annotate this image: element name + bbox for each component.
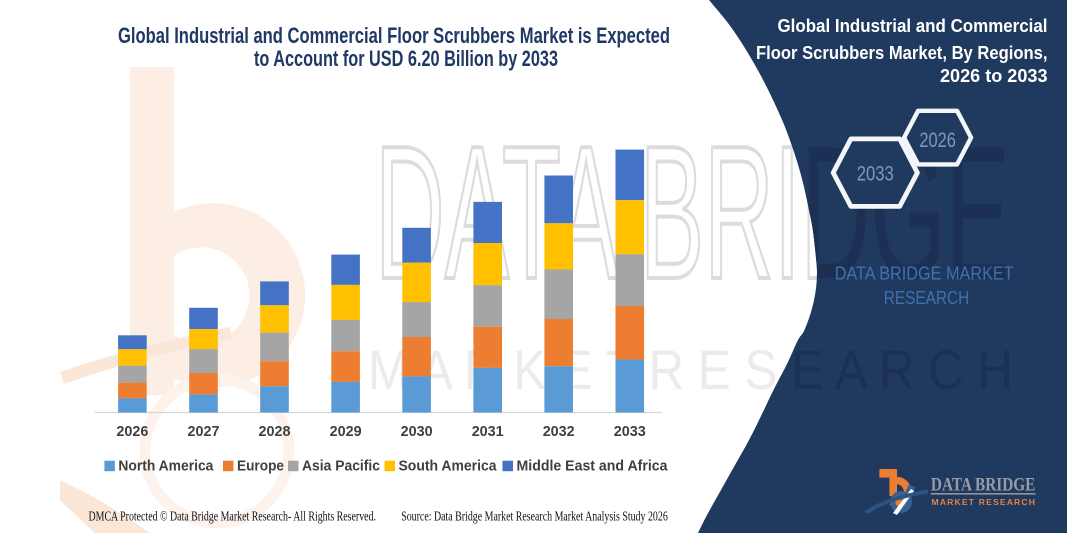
svg-text:DATA BRIDGE MARKET: DATA BRIDGE MARKET [835, 263, 1014, 284]
svg-text:Floor Scrubbers Market, By Reg: Floor Scrubbers Market, By Regions, [756, 42, 1048, 63]
svg-text:Asia Pacific: Asia Pacific [302, 459, 380, 475]
svg-text:Europe: Europe [237, 459, 284, 475]
svg-text:2030: 2030 [401, 423, 433, 440]
svg-text:Global Industrial and Commerci: Global Industrial and Commercial [778, 15, 1048, 36]
svg-text:South America: South America [399, 459, 498, 475]
svg-text:2031: 2031 [472, 423, 504, 440]
svg-text:2029: 2029 [330, 423, 362, 440]
svg-text:2026: 2026 [919, 128, 956, 152]
svg-text:North America: North America [118, 459, 214, 475]
svg-text:2026 to 2033: 2026 to 2033 [940, 65, 1048, 86]
svg-text:DMCA Protected © Data Bridge M: DMCA Protected © Data Bridge Market Rese… [89, 509, 377, 524]
svg-text:to Account for USD 6.20 Billio: to Account for USD 6.20 Billion by 2033 [254, 46, 558, 71]
svg-text:2033: 2033 [857, 162, 894, 186]
svg-text:2028: 2028 [259, 423, 291, 440]
svg-text:MARKET RESEARCH: MARKET RESEARCH [932, 497, 1036, 507]
svg-text:RESEARCH: RESEARCH [884, 287, 970, 308]
svg-text:2026: 2026 [116, 423, 148, 440]
svg-text:Middle East and Africa: Middle East and Africa [517, 459, 669, 475]
svg-text:Global Industrial and Commerci: Global Industrial and Commercial Floor S… [118, 23, 670, 48]
svg-text:DATA BRIDGE: DATA BRIDGE [931, 475, 1036, 496]
svg-text:2032: 2032 [543, 423, 575, 440]
svg-text:2027: 2027 [188, 423, 220, 440]
svg-text:Source: Data Bridge Market Res: Source: Data Bridge Market Research Mark… [401, 509, 668, 524]
svg-text:2033: 2033 [614, 423, 646, 440]
